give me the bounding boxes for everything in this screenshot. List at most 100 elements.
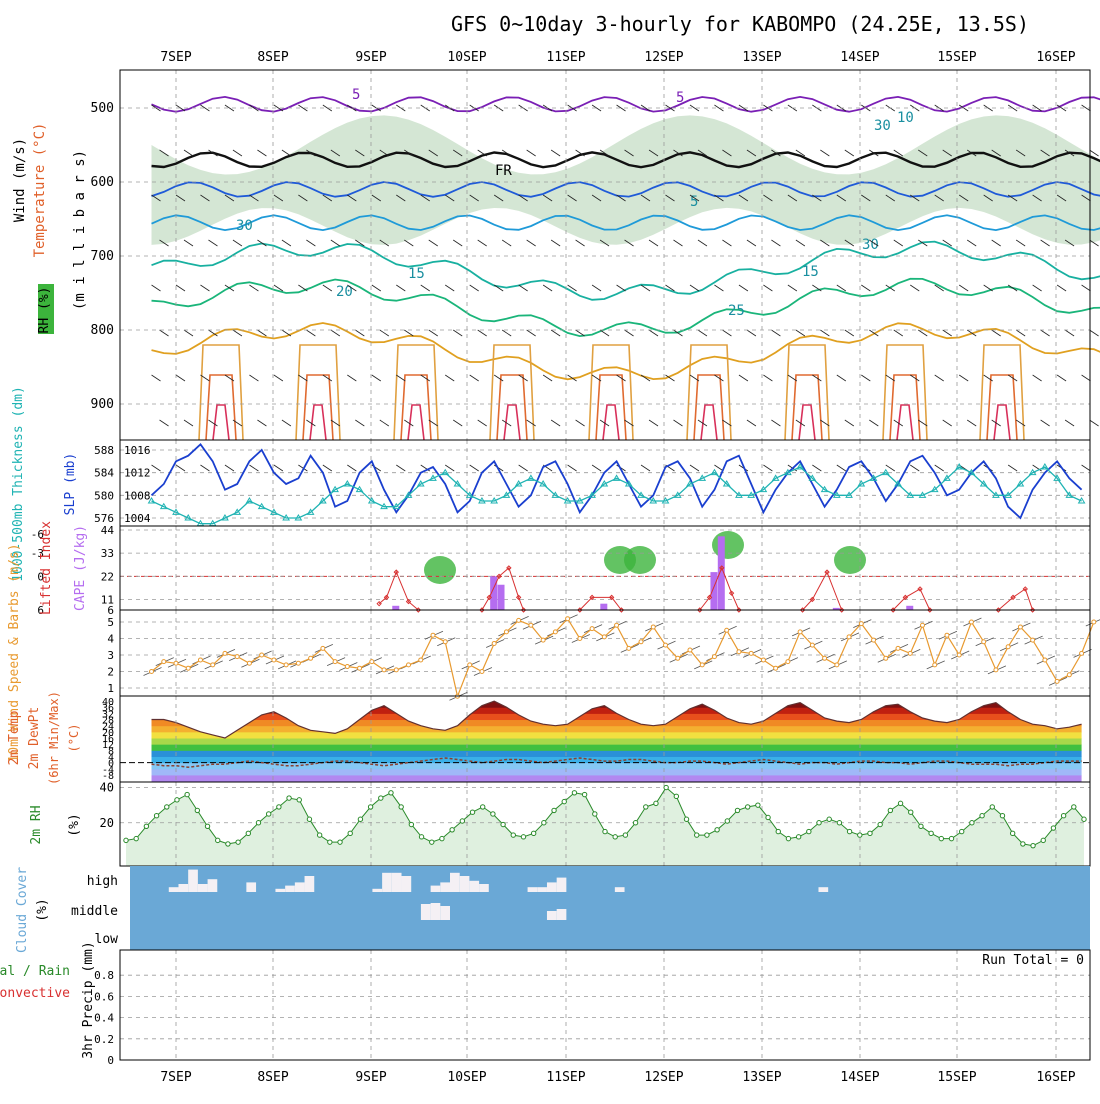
cloud-high-28 bbox=[402, 876, 412, 892]
rh-marker-58 bbox=[715, 828, 719, 832]
ylabel-wind: Wind (m/s) bbox=[12, 138, 28, 222]
temp-tick-12: 40 bbox=[102, 697, 114, 708]
cloud-level-high: high bbox=[87, 874, 118, 889]
wind-speed-marker-68 bbox=[982, 640, 986, 644]
surface-loop-5-2 bbox=[701, 405, 717, 440]
thickness-tick-2: 584 bbox=[94, 467, 114, 480]
wind-speed-marker-6 bbox=[223, 651, 227, 655]
ylabel-precip: 3hr Precip (mm) bbox=[81, 941, 96, 1058]
rh-core-2 bbox=[712, 531, 744, 559]
surface-loop-5-1 bbox=[694, 375, 724, 440]
temp-band-group bbox=[120, 701, 1090, 782]
wind-speed-marker-15 bbox=[333, 660, 337, 664]
cloud-high-7 bbox=[198, 884, 208, 892]
rh-marker-55 bbox=[684, 817, 688, 821]
rh-marker-40 bbox=[531, 831, 535, 835]
wind-speed-marker-29 bbox=[504, 630, 508, 634]
wind-speed-marker-1 bbox=[162, 660, 166, 664]
surface-loop-3-1 bbox=[497, 375, 527, 440]
ylabel-cape: CAPE (J/kg) bbox=[73, 525, 88, 611]
precip-frame bbox=[120, 950, 1090, 1060]
wind-speed-marker-77 bbox=[1092, 620, 1096, 624]
contour-label-7: 25 bbox=[728, 303, 745, 319]
rh-marker-2 bbox=[144, 824, 148, 828]
wind-speed-marker-71 bbox=[1018, 625, 1022, 629]
run-total-label: Run Total = 0 bbox=[982, 953, 1084, 968]
isotherm-6 bbox=[152, 323, 1100, 379]
rh-marker-35 bbox=[481, 805, 485, 809]
rh-marker-36 bbox=[491, 812, 495, 816]
ylabel-rh2m-unit: (%) bbox=[67, 813, 82, 836]
cape-bar-2 bbox=[498, 585, 505, 610]
rh-marker-13 bbox=[256, 821, 260, 825]
surface-loop-1-0 bbox=[296, 345, 340, 440]
wind-barb bbox=[1082, 285, 1091, 291]
cape-tick-3: 33 bbox=[101, 547, 114, 560]
date-label-bottom-7: 14SEP bbox=[840, 1070, 879, 1085]
wind-speed-marker-56 bbox=[835, 663, 839, 667]
wind-barb bbox=[837, 465, 846, 471]
wind-barb bbox=[380, 330, 389, 336]
surface-loop-7-1 bbox=[890, 375, 920, 440]
wind-speed-marker-70 bbox=[1006, 645, 1010, 649]
cape-tick-1: 11 bbox=[101, 593, 114, 606]
wind-barb bbox=[747, 330, 756, 336]
rh-marker-12 bbox=[246, 831, 250, 835]
wind-barb bbox=[763, 285, 772, 291]
wind-frame bbox=[120, 610, 1090, 696]
isotherm-0 bbox=[152, 97, 1100, 112]
surface-loop-1-1 bbox=[303, 375, 333, 440]
wind-barb bbox=[323, 375, 332, 381]
rh-tick-0: 20 bbox=[100, 816, 114, 830]
wind-speed-marker-39 bbox=[627, 646, 631, 650]
pressure-tick-4: 900 bbox=[91, 397, 114, 412]
wind-speed-marker-52 bbox=[786, 660, 790, 664]
wind-speed-marker-40 bbox=[639, 640, 643, 644]
slp-tick-1: 1008 bbox=[124, 489, 151, 502]
pressure-tick-1: 600 bbox=[91, 175, 114, 190]
wind-speed-marker-2 bbox=[174, 661, 178, 665]
wind-barb bbox=[445, 375, 454, 381]
rh-marker-69 bbox=[827, 817, 831, 821]
ylabel-slp: SLP (mb) bbox=[63, 453, 78, 516]
date-label-top-1: 8SEP bbox=[257, 50, 288, 65]
wind-barb bbox=[861, 375, 870, 381]
wind-barb bbox=[233, 240, 242, 246]
wind-speed-marker-23 bbox=[431, 633, 435, 637]
wind-barb bbox=[820, 150, 829, 156]
wind-barb bbox=[421, 375, 430, 381]
wind-speed-marker-67 bbox=[969, 620, 973, 624]
cloud-high-50 bbox=[615, 887, 625, 892]
wind-barb bbox=[478, 330, 487, 336]
wind-tick-3: 4 bbox=[107, 633, 114, 646]
cape-bar-7 bbox=[906, 606, 913, 610]
cloud-mid-32 bbox=[440, 906, 450, 920]
wind-speed-marker-72 bbox=[1031, 638, 1035, 642]
contour-label-3: 5 bbox=[690, 194, 698, 210]
wind-tick-0: 1 bbox=[107, 682, 114, 695]
wind-barb bbox=[894, 330, 903, 336]
wind-barb bbox=[1033, 285, 1042, 291]
cloud-high-34 bbox=[460, 876, 470, 892]
wind-barb bbox=[959, 375, 968, 381]
date-label-bottom-0: 7SEP bbox=[160, 1070, 191, 1085]
wind-barb bbox=[1008, 465, 1017, 471]
rh-marker-76 bbox=[898, 801, 902, 805]
cape-bar-4 bbox=[710, 572, 717, 610]
wind-barb bbox=[249, 465, 258, 471]
temp-band-6 bbox=[120, 738, 1090, 745]
contour-label-6: 20 bbox=[336, 284, 353, 300]
rh-marker-49 bbox=[623, 833, 627, 837]
date-label-top-9: 16SEP bbox=[1036, 50, 1075, 65]
wind-barb bbox=[404, 420, 413, 426]
li-line-4 bbox=[803, 572, 842, 610]
rh-marker-62 bbox=[756, 803, 760, 807]
rh-marker-14 bbox=[266, 812, 270, 816]
rh-marker-6 bbox=[185, 792, 189, 796]
wind-barb bbox=[478, 420, 487, 426]
wind-barb bbox=[967, 240, 976, 246]
wind-barb bbox=[527, 150, 536, 156]
wind-barb bbox=[943, 420, 952, 426]
wind-speed-marker-30 bbox=[517, 618, 521, 622]
ylabel-temperature: Temperature (°C) bbox=[32, 123, 48, 258]
